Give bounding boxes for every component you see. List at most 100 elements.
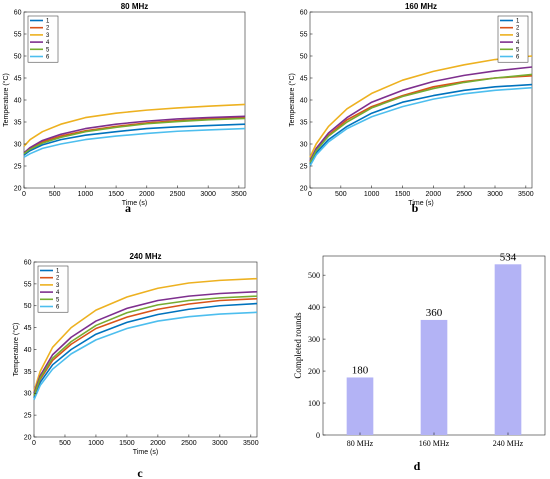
chart-title: 240 MHz	[129, 252, 161, 261]
series-line-4	[309, 66, 533, 162]
panel-b: 0 500 1000 1500 2000 2500 3000 3500202530354045…	[288, 2, 534, 215]
y-tick-label: 45	[300, 75, 308, 82]
panel-d: 180 80 MHz 360 160 MHz 534 240 MHz 0 100 200 300 4…	[293, 251, 546, 473]
legend-label-6: 6	[516, 55, 520, 61]
y-tick-label: 50	[24, 303, 32, 310]
x-tick-label: 2500	[170, 191, 186, 198]
x-tick-label: 500	[59, 440, 71, 447]
y-tick-label: 500	[308, 271, 320, 280]
x-axis-label: Time (s)	[122, 200, 147, 207]
bar-value-label: 180	[352, 364, 369, 376]
y-tick-label: 25	[300, 163, 308, 170]
x-tick-label: 240 MHz	[493, 439, 524, 448]
panel-letter-a: a	[125, 201, 131, 215]
panel-letter-c: c	[137, 466, 143, 479]
y-tick-label: 30	[24, 391, 32, 398]
x-tick-label: 1500	[395, 191, 411, 198]
x-tick-label: 0	[22, 191, 26, 198]
legend-label-2: 2	[46, 26, 50, 32]
x-tick-label: 3000	[200, 191, 216, 198]
y-tick-label: 20	[300, 185, 308, 192]
panel-letter-d: d	[414, 459, 421, 473]
legend-label-3: 3	[56, 283, 60, 289]
series-line-5	[23, 117, 246, 155]
x-tick-label: 0	[32, 440, 36, 447]
bar-0	[346, 377, 374, 435]
y-tick-label: 30	[14, 141, 22, 148]
plot-area	[23, 11, 246, 189]
series-line-3	[309, 55, 533, 158]
legend-label-6: 6	[56, 305, 60, 311]
y-axis-label: Temperature (°C)	[2, 73, 10, 127]
x-tick-label: 2500	[181, 440, 197, 447]
x-tick-label: 1500	[108, 191, 124, 198]
y-tick-label: 45	[14, 75, 22, 82]
bar-2	[494, 264, 522, 435]
x-axis-label: Time (s)	[133, 449, 158, 456]
legend-label-4: 4	[516, 40, 520, 46]
y-tick-label: 60	[14, 9, 22, 16]
y-tick-label: 40	[300, 97, 308, 104]
x-tick-label: 2000	[150, 440, 166, 447]
x-tick-label: 2000	[426, 191, 442, 198]
series-line-4	[23, 115, 246, 154]
series-line-2	[33, 297, 258, 396]
legend-label-3: 3	[46, 33, 50, 39]
legend-label-6: 6	[46, 55, 50, 61]
chart-title: 80 MHz	[121, 2, 149, 11]
series-line-4	[33, 290, 258, 394]
y-tick-label: 55	[24, 281, 32, 288]
y-tick-label: 40	[24, 347, 32, 354]
panel-letter-b: b	[412, 201, 419, 215]
x-tick-label: 500	[49, 191, 61, 198]
legend-label-1: 1	[46, 19, 50, 25]
y-tick-label: 55	[300, 31, 308, 38]
series-line-6	[309, 86, 533, 167]
bar-1	[420, 319, 448, 435]
y-tick-label: 50	[14, 53, 22, 60]
series-line-5	[33, 295, 258, 396]
y-axis-label: Temperature (°C)	[288, 73, 296, 127]
legend-box	[497, 15, 529, 63]
y-axis-label: Completed rounds	[293, 312, 303, 379]
series-line-1	[33, 302, 258, 398]
legend-label-4: 4	[46, 40, 50, 46]
series-line-6	[33, 311, 258, 401]
x-tick-label: 3500	[243, 440, 259, 447]
series-line-3	[23, 103, 246, 147]
legend-label-3: 3	[516, 33, 520, 39]
y-tick-label: 20	[14, 185, 22, 192]
panel-a: 0 500 1000 1500 2000 2500 3000 3500202530354045…	[2, 2, 247, 215]
series-line-6	[23, 127, 246, 158]
y-tick-label: 20	[24, 434, 32, 441]
series-line-3	[33, 277, 258, 392]
x-tick-label: 80 MHz	[347, 439, 374, 448]
legend-label-2: 2	[516, 26, 520, 32]
y-tick-label: 30	[300, 141, 308, 148]
y-tick-label: 300	[308, 335, 320, 344]
y-tick-label: 25	[14, 163, 22, 170]
bar-value-label: 534	[500, 251, 517, 263]
y-tick-label: 200	[308, 367, 320, 376]
x-tick-label: 1000	[78, 191, 94, 198]
y-tick-label: 40	[14, 97, 22, 104]
y-tick-label: 45	[24, 325, 32, 332]
series-line-2	[23, 116, 246, 154]
y-tick-label: 35	[24, 369, 32, 376]
panel-c: 0 500 1000 1500 2000 2500 3000 3500202530354045…	[12, 252, 259, 479]
x-tick-label: 3000	[212, 440, 228, 447]
y-tick-label: 60	[300, 9, 308, 16]
x-tick-label: 3000	[487, 191, 503, 198]
x-tick-label: 1500	[119, 440, 135, 447]
x-tick-label: 3500	[518, 191, 534, 198]
x-tick-label: 2000	[139, 191, 155, 198]
legend-label-2: 2	[56, 276, 60, 282]
y-axis-label: Temperature (°C)	[12, 323, 20, 377]
legend-label-5: 5	[46, 47, 50, 53]
y-tick-label: 50	[300, 53, 308, 60]
chart-title: 160 MHz	[405, 2, 437, 11]
y-tick-label: 0	[316, 431, 320, 440]
legend-box	[37, 265, 69, 313]
